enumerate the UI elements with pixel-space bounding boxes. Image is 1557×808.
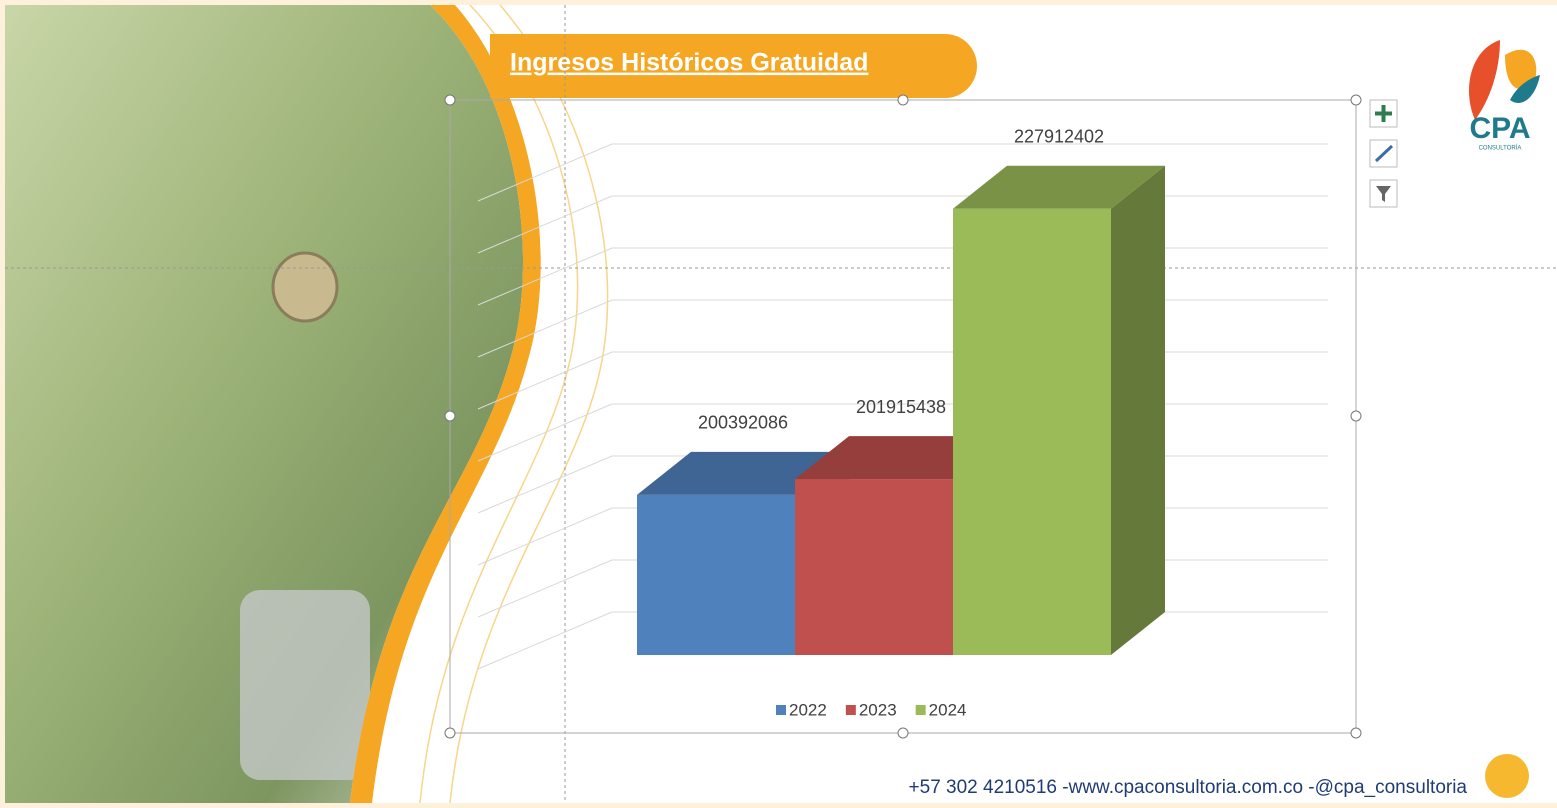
data-label: 200392086 [698, 413, 788, 433]
legend-label: 2022 [789, 700, 827, 719]
data-label: 201915438 [856, 397, 946, 417]
logo-name: CPA [1469, 112, 1530, 145]
jar [240, 590, 370, 780]
data-label: 227912402 [1014, 126, 1104, 146]
legend-label: 2023 [859, 700, 897, 719]
logo-tagline: CONSULTORÍA [1479, 145, 1522, 152]
slide: Ingresos Históricos Gratuidad CPA CONSUL… [0, 0, 1557, 803]
legend-swatch [846, 705, 856, 715]
bar [795, 479, 953, 655]
legend-swatch [916, 705, 926, 715]
footer-contact: +57 302 4210516 -www.cpaconsultoria.com.… [909, 777, 1468, 798]
slide-title: Ingresos Históricos Gratuidad [510, 49, 868, 77]
bar-side [1111, 166, 1165, 655]
legend-label: 2024 [929, 700, 967, 719]
coin [273, 253, 337, 321]
bar [637, 495, 795, 655]
page: {"slide": {"title": "Ingresos Históricos… [0, 0, 1557, 803]
legend-swatch [776, 705, 786, 715]
user-avatar[interactable] [1485, 754, 1529, 798]
chart-tools[interactable] [1370, 100, 1397, 207]
bar [953, 209, 1111, 655]
